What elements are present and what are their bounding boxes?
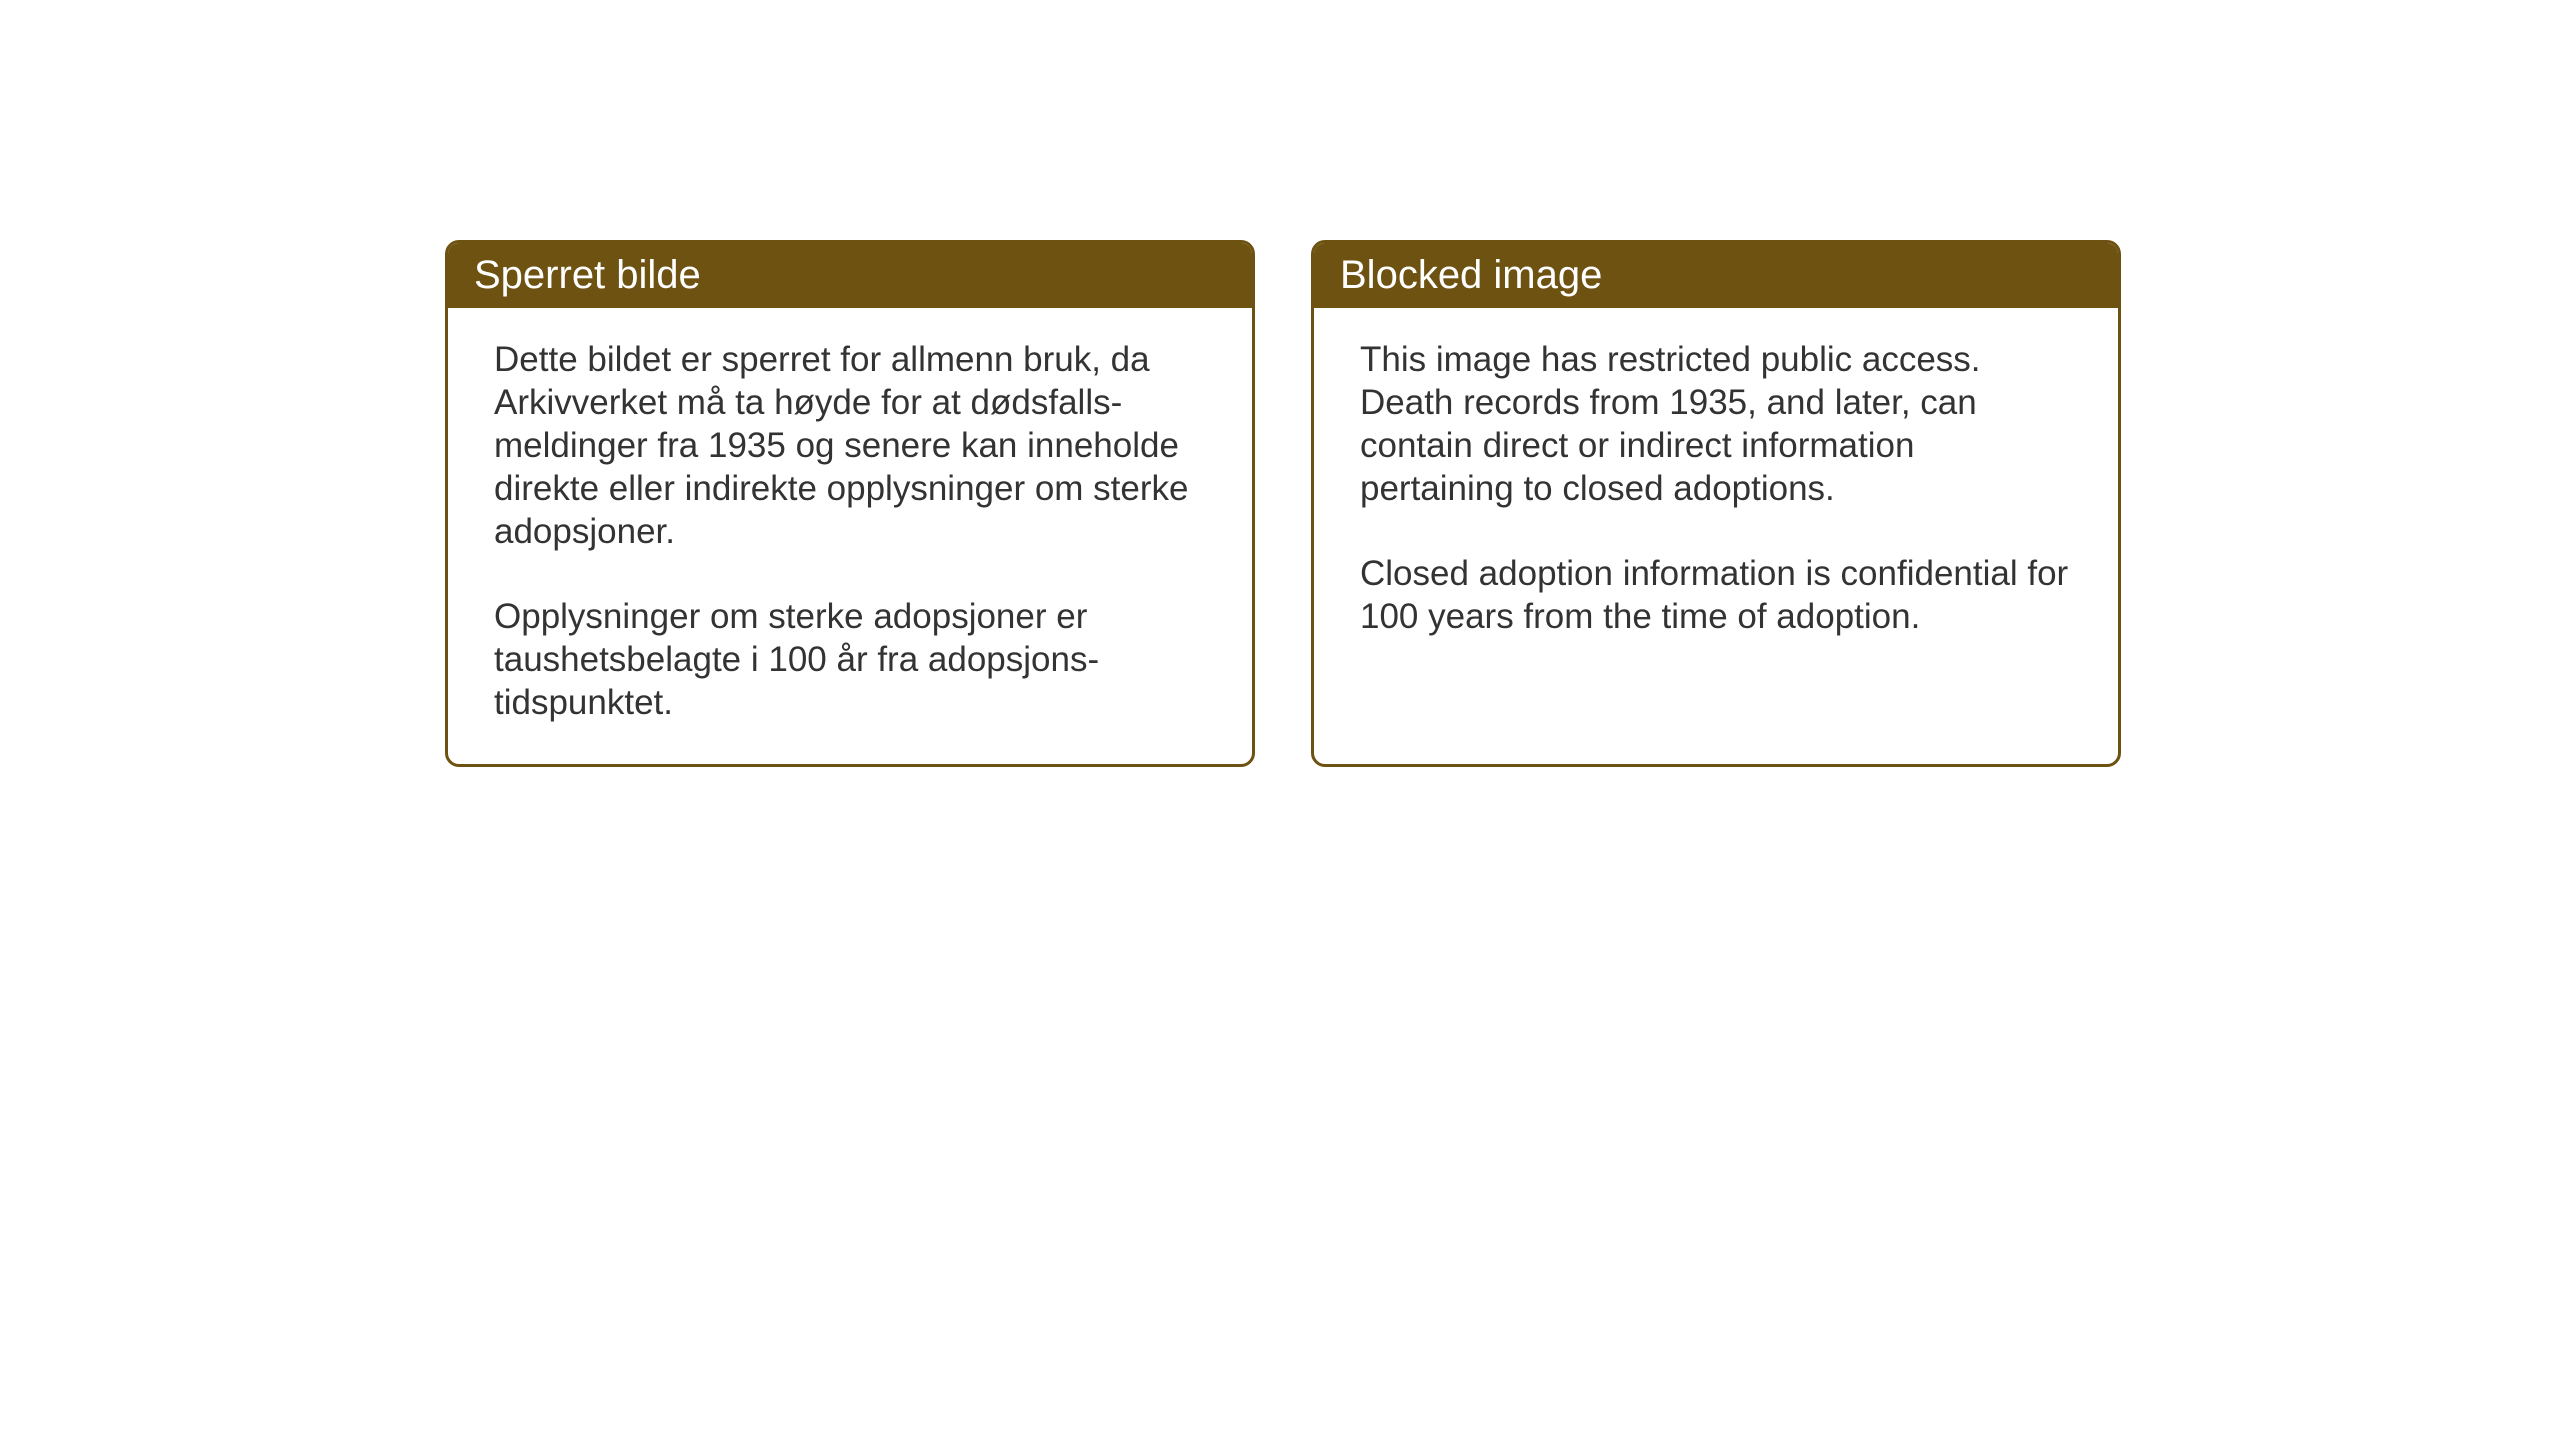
notice-header-english: Blocked image [1314, 243, 2118, 308]
notice-body-norwegian: Dette bildet er sperret for allmenn bruk… [448, 308, 1252, 764]
notice-paragraph: Dette bildet er sperret for allmenn bruk… [494, 338, 1206, 553]
notice-header-norwegian: Sperret bilde [448, 243, 1252, 308]
notice-container: Sperret bilde Dette bildet er sperret fo… [445, 240, 2121, 767]
notice-paragraph: This image has restricted public access.… [1360, 338, 2072, 510]
notice-paragraph: Opplysninger om sterke adopsjoner er tau… [494, 595, 1206, 724]
notice-box-english: Blocked image This image has restricted … [1311, 240, 2121, 767]
notice-body-english: This image has restricted public access.… [1314, 308, 2118, 728]
notice-box-norwegian: Sperret bilde Dette bildet er sperret fo… [445, 240, 1255, 767]
notice-paragraph: Closed adoption information is confident… [1360, 552, 2072, 638]
